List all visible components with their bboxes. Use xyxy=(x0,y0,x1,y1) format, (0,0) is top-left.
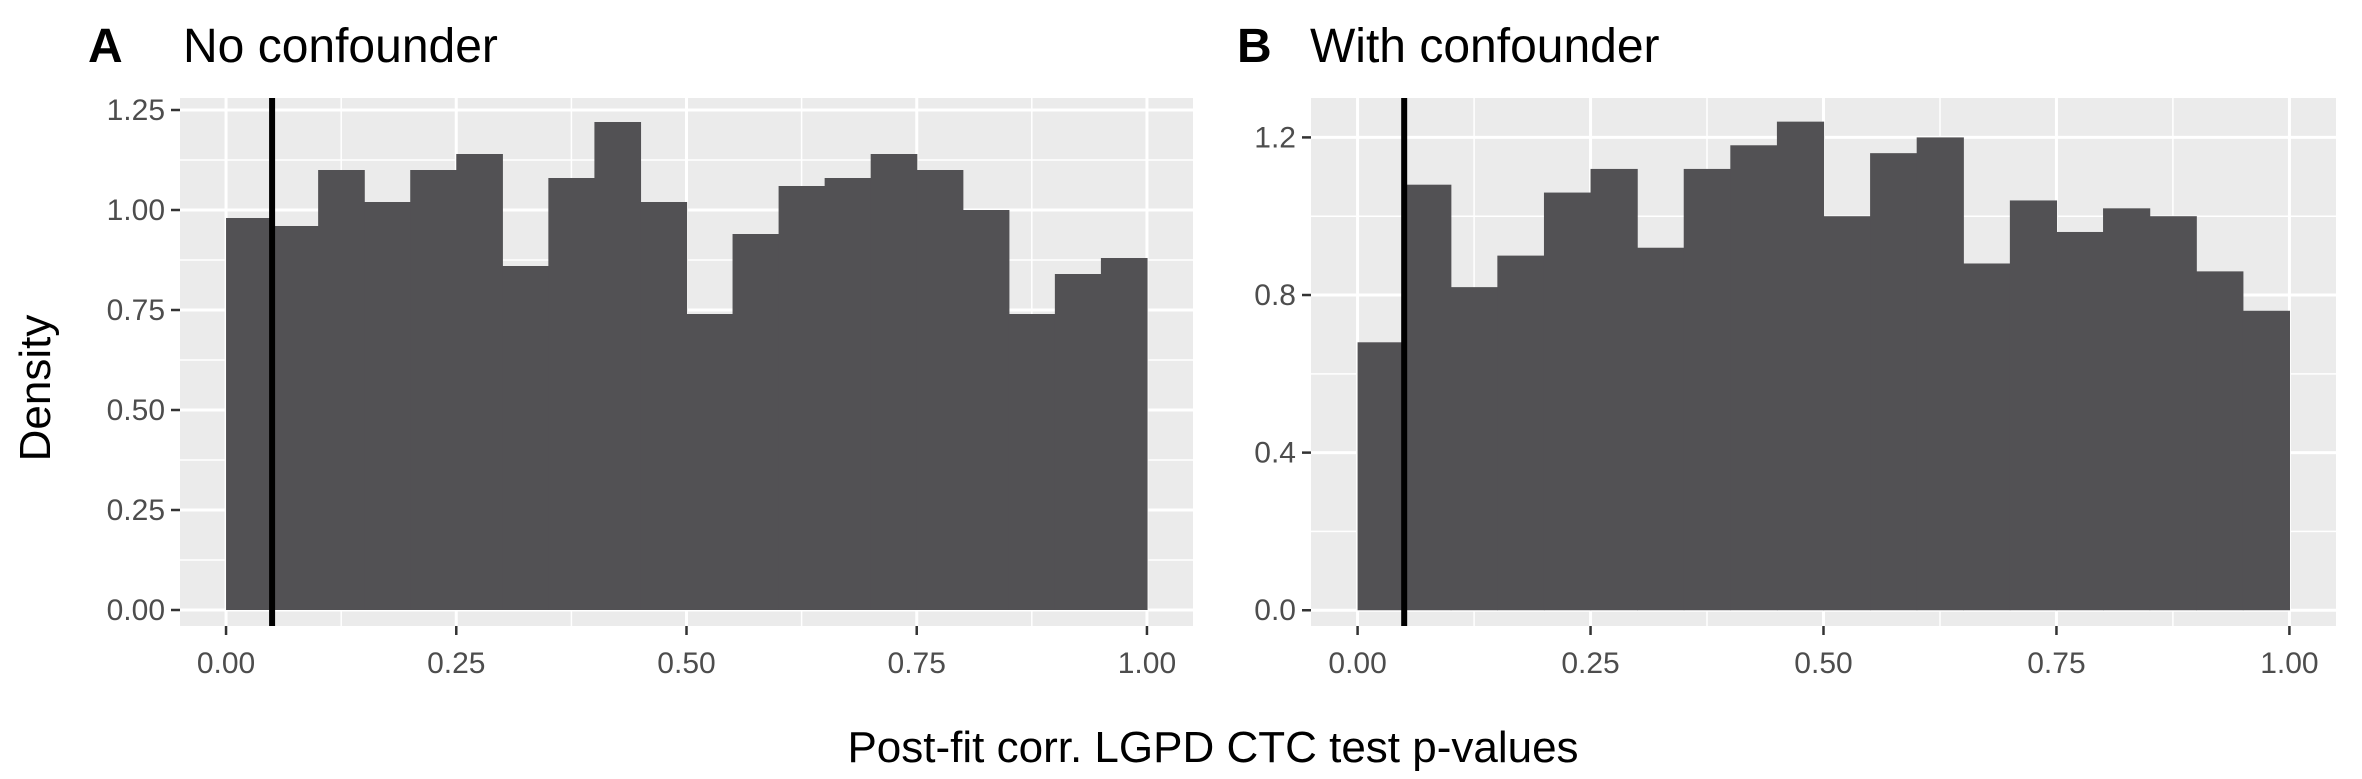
y-tick-label: 1.2 xyxy=(1254,121,1296,154)
histogram-bar xyxy=(1357,342,1405,611)
x-tick-label: 0.00 xyxy=(1328,647,1386,680)
x-tick-label: 0.75 xyxy=(888,647,946,680)
histogram-bar xyxy=(1776,121,1825,611)
x-tick-label: 1.00 xyxy=(1118,647,1176,680)
y-tick-label: 0.4 xyxy=(1254,437,1296,470)
histogram-bar xyxy=(1683,168,1731,611)
histogram-bar xyxy=(2149,216,2197,611)
histogram-bar xyxy=(1916,137,1964,611)
histogram-bar xyxy=(1963,263,2011,611)
histogram-bar xyxy=(2103,208,2151,611)
histogram-bar xyxy=(916,170,964,610)
histogram-bar xyxy=(2196,271,2244,611)
y-tick-label: 1.25 xyxy=(107,94,165,127)
histogram-bar xyxy=(1590,168,1638,611)
histogram-bar xyxy=(640,202,688,610)
x-axis-title: Post-fit corr. LGPD CTC test p-values xyxy=(847,723,1578,772)
histogram-bar xyxy=(1100,258,1148,610)
x-tick-label: 0.25 xyxy=(1561,647,1619,680)
x-tick-label: 0.50 xyxy=(657,647,715,680)
histogram-bar xyxy=(318,170,365,610)
x-tick-label: 0.00 xyxy=(197,647,255,680)
y-tick-label: 0.75 xyxy=(107,294,165,327)
histogram-bar xyxy=(686,314,734,610)
histogram-bar xyxy=(272,226,319,610)
panel-title: With confounder xyxy=(1310,20,1660,73)
x-tick-label: 0.75 xyxy=(2027,647,2085,680)
histogram-bar xyxy=(1054,274,1102,610)
panel-a: 0.00 0.25 0.50 0.75 1.00 0.00 0.25 0.50 0.75 1.00… xyxy=(88,20,1193,680)
histogram-bar xyxy=(1730,145,1778,611)
histogram-bar xyxy=(1823,216,1871,611)
histogram-bar xyxy=(594,122,642,610)
histogram-bar xyxy=(2009,200,2058,611)
histogram-bar xyxy=(226,218,273,610)
y-tick-label: 0.0 xyxy=(1254,594,1296,627)
x-tick-label: 0.50 xyxy=(1794,647,1852,680)
panel-title: No confounder xyxy=(183,20,498,73)
y-tick-label: 0.00 xyxy=(107,594,165,627)
histogram-bar xyxy=(1497,255,1545,611)
histogram-bar xyxy=(502,266,549,610)
x-tick-label: 0.25 xyxy=(427,647,485,680)
panel-tag: A xyxy=(88,20,123,73)
histogram-bar xyxy=(456,154,503,610)
histogram-bar xyxy=(1637,247,1685,611)
histogram-bar xyxy=(2056,231,2104,611)
y-tick-label: 1.00 xyxy=(107,194,165,227)
histogram-bar xyxy=(1543,192,1592,611)
histogram-bar xyxy=(732,234,780,610)
y-tick-label: 0.25 xyxy=(107,494,165,527)
histogram-bar xyxy=(1008,314,1056,610)
panel-tag: B xyxy=(1237,20,1272,73)
y-axis-title: Density xyxy=(11,315,60,462)
histogram-bar xyxy=(1450,287,1498,611)
histogram-bar xyxy=(2242,310,2291,611)
histogram-bar xyxy=(1404,184,1452,611)
histogram-bar xyxy=(410,170,457,610)
histogram-bar xyxy=(824,178,872,610)
x-tick-label: 1.00 xyxy=(2260,647,2318,680)
histogram-bar xyxy=(870,154,918,610)
y-tick-label: 0.8 xyxy=(1254,279,1296,312)
y-tick-label: 0.50 xyxy=(107,394,165,427)
panel-b: 0.00 0.25 0.50 0.75 1.00 0.0 0.4 0.8 1.2 B With co… xyxy=(1237,20,2336,680)
histogram-bar xyxy=(1870,153,1918,611)
histogram-bar xyxy=(548,178,596,610)
histogram-bar xyxy=(778,186,826,610)
histogram-bar xyxy=(364,202,411,610)
histogram-bar xyxy=(962,210,1010,610)
